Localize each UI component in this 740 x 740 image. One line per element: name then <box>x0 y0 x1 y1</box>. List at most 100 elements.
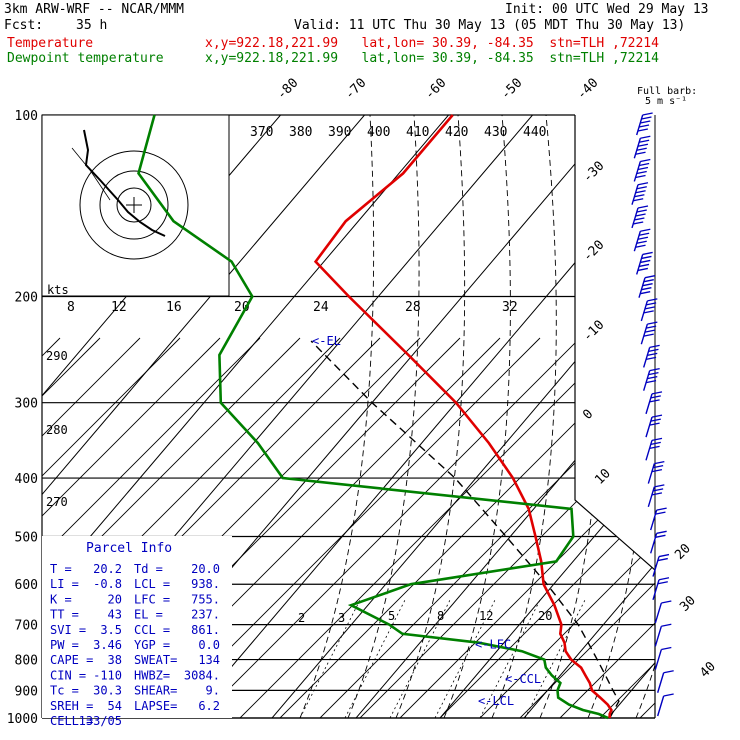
parcel-info-value: 6.2 <box>198 699 220 713</box>
wind-barb-flag <box>635 174 646 179</box>
parcel-info-value: 3084. <box>184 668 220 682</box>
isotherm-label: -30 <box>580 159 607 186</box>
wind-barb-flag <box>637 205 649 209</box>
wind-barb-flag <box>637 166 649 171</box>
isotherm-label: -20 <box>580 238 607 265</box>
moist-adiabat-line <box>635 115 655 718</box>
hodograph-units: kts <box>47 283 69 297</box>
wind-barb-flag <box>650 395 661 399</box>
wind-barb <box>652 579 660 601</box>
wind-barb-flag <box>640 228 651 232</box>
wind-barb <box>656 695 665 717</box>
hodograph-speed-label: 24 <box>313 300 329 315</box>
wind-barb-flag <box>639 232 650 236</box>
mixing-ratio-label: 20 <box>538 609 552 623</box>
wind-barb <box>635 254 644 275</box>
wind-barb-flag <box>637 236 649 240</box>
wind-barb-flag <box>637 143 649 147</box>
level-annotation-el: <-EL <box>312 334 341 348</box>
dry-adiabat-line <box>199 337 581 718</box>
hodograph-speed-label: 28 <box>405 300 421 315</box>
wind-barb-flag <box>653 464 664 469</box>
theta-label: 430 <box>484 125 507 140</box>
wind-barb-flag <box>653 488 664 492</box>
parcel-info-value: 0.0 <box>198 638 220 652</box>
isotherm-line <box>344 115 655 718</box>
wind-barb-flag <box>636 240 647 244</box>
theta-left-label: 280 <box>46 423 68 437</box>
parcel-path <box>310 340 620 719</box>
wind-barb-flag <box>640 259 651 264</box>
isotherm-line <box>428 115 655 718</box>
wind-barb-flag <box>633 221 644 225</box>
theta-left-label: 290 <box>46 349 68 363</box>
isotherm-label: -60 <box>422 76 449 103</box>
wind-barb-flag <box>635 213 646 217</box>
parcel-info-title: Parcel Info <box>86 541 172 556</box>
wind-barb-flag <box>643 279 654 283</box>
parcel-info-value: 938. <box>191 577 220 591</box>
wind-barb <box>631 207 639 229</box>
hodograph-ring <box>79 150 189 260</box>
parcel-info-value: 38 <box>108 653 122 667</box>
dry-adiabat-line <box>42 337 181 718</box>
wind-barb-flag <box>658 577 670 581</box>
parcel-info-value: 20 <box>108 592 122 606</box>
pressure-tick-label: 300 <box>15 397 38 412</box>
parcel-info-value: 237. <box>191 608 220 622</box>
hodograph-speed-label: 32 <box>502 300 518 315</box>
theta-label: 420 <box>445 125 468 140</box>
parcel-info-value: 9. <box>206 684 220 698</box>
dry-adiabat-line <box>42 337 221 718</box>
mixing-ratio-label: 8 <box>437 609 444 623</box>
pressure-tick-label: 500 <box>15 530 38 545</box>
wind-barb-flag <box>636 147 647 151</box>
parcel-info-label: LFC = <box>134 592 170 606</box>
temperature-legend: Temperature <box>7 36 94 51</box>
parcel-info-value: 30.3 <box>93 684 122 698</box>
theta-label: 400 <box>367 125 390 140</box>
wind-barb-flag <box>661 600 672 604</box>
dewpoint-station-info: x,y=922.18,221.99 lat,lon= 30.39, -84.35… <box>205 51 659 66</box>
wind-barb <box>642 370 651 391</box>
parcel-info-label: CIN = <box>50 668 86 682</box>
wind-barb-flag <box>642 112 653 116</box>
parcel-info-value: -110 <box>93 668 122 682</box>
theta-label: 440 <box>523 125 546 140</box>
parcel-info-label: SHEAR= <box>134 684 177 698</box>
parcel-info-label: SVI = <box>50 623 86 637</box>
dry-adiabat-line <box>519 337 655 718</box>
wind-barb-flag <box>641 287 652 291</box>
parcel-info-value: 134 <box>198 653 220 667</box>
wind-barb-flag <box>649 445 660 449</box>
wind-barb-flag <box>642 283 653 287</box>
wind-barb <box>633 230 642 252</box>
theta-label: 390 <box>328 125 351 140</box>
wind-barb <box>656 672 665 693</box>
wind-barb-flag <box>634 194 645 198</box>
wind-barb-flag <box>639 139 650 143</box>
model-title: 3km ARW-WRF -- NCAR/MMM <box>4 2 185 17</box>
parcel-info-value: 20.2 <box>93 562 122 576</box>
wind-barb-flag <box>636 170 647 175</box>
wind-barb-flag <box>640 291 651 295</box>
moist-adiabat-line <box>443 115 511 718</box>
parcel-info-label: Tc = <box>50 684 79 698</box>
barb-units: 5 m s⁻¹ <box>645 96 688 107</box>
dry-adiabat-line <box>559 337 655 718</box>
forecast-label: Fcst: <box>4 18 44 33</box>
wind-barb <box>640 300 649 322</box>
parcel-info-value: 3.5 <box>100 623 122 637</box>
dry-adiabat-line <box>239 337 621 718</box>
mixing-ratio-label: 3 <box>338 611 345 625</box>
wind-barb-flag <box>655 511 666 515</box>
parcel-info-label: LCL = <box>134 577 170 591</box>
wind-barb <box>640 323 649 345</box>
isotherm-line <box>42 115 365 718</box>
isotherm-label: 0 <box>580 407 596 423</box>
full-barb-label: Full barb: <box>637 86 698 97</box>
isotherm-label: -40 <box>574 76 601 103</box>
wind-barb-flag <box>646 325 657 329</box>
wind-barb <box>633 161 642 182</box>
dry-adiabat-line <box>42 337 261 718</box>
